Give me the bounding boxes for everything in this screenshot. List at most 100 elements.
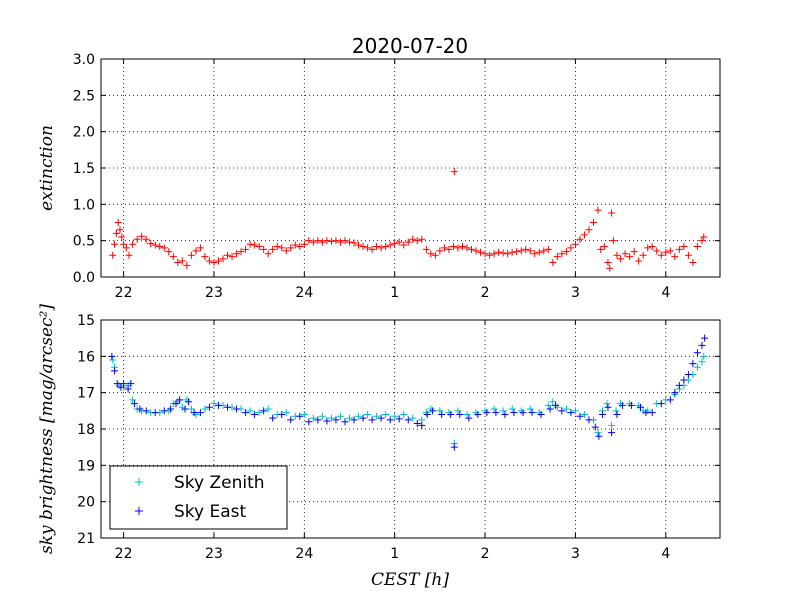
data-point xyxy=(214,401,222,409)
x-tick-label: 22 xyxy=(115,546,133,562)
data-point xyxy=(116,226,124,234)
data-point xyxy=(233,250,241,258)
data-point xyxy=(187,405,195,413)
data-point xyxy=(684,371,692,378)
data-point xyxy=(594,429,602,437)
data-point xyxy=(336,412,344,420)
data-point xyxy=(429,407,437,415)
data-point xyxy=(626,400,634,408)
data-point xyxy=(450,168,458,176)
data-point xyxy=(386,241,394,249)
data-point xyxy=(282,247,290,255)
data-point xyxy=(454,407,462,415)
x-tick-label: 3 xyxy=(571,546,580,562)
data-point xyxy=(400,410,408,418)
data-point xyxy=(305,418,313,426)
data-point xyxy=(510,409,518,417)
data-point xyxy=(436,247,444,255)
data-point xyxy=(181,405,189,413)
data-point xyxy=(693,349,701,357)
data-point xyxy=(591,423,599,431)
data-point xyxy=(499,407,507,415)
data-point xyxy=(422,245,430,253)
data-point xyxy=(463,410,471,418)
data-point xyxy=(233,405,241,413)
data-point xyxy=(438,410,446,418)
data-point xyxy=(418,421,426,429)
data-point xyxy=(151,241,159,249)
data-point xyxy=(400,241,408,249)
data-point xyxy=(409,235,417,243)
x-tick-label: 1 xyxy=(390,285,399,301)
sky-brightness-ylabel: sky brightness [mag/arcsec²] xyxy=(37,304,57,554)
data-point xyxy=(618,401,626,409)
data-point xyxy=(571,240,579,248)
data-point xyxy=(346,238,354,246)
data-point xyxy=(700,352,708,360)
data-point xyxy=(617,400,625,408)
data-point xyxy=(549,258,557,266)
data-point xyxy=(474,410,482,418)
data-point xyxy=(120,240,128,248)
data-point xyxy=(449,242,457,250)
data-point xyxy=(519,409,527,417)
data-point xyxy=(309,238,317,246)
legend-entry-sky-east: Sky East xyxy=(135,502,247,522)
y-tick-label: 2.5 xyxy=(73,88,95,104)
x-tick-label: 4 xyxy=(661,285,670,301)
data-point xyxy=(609,237,617,245)
y-tick-label: 19 xyxy=(77,458,95,474)
data-point xyxy=(447,410,455,418)
data-point xyxy=(196,409,204,417)
data-point xyxy=(595,432,603,440)
data-point xyxy=(617,255,625,263)
data-point xyxy=(300,410,308,418)
data-point xyxy=(606,264,614,272)
data-point xyxy=(671,253,679,261)
data-point xyxy=(327,414,335,422)
data-point xyxy=(576,235,584,243)
data-point xyxy=(689,360,697,368)
data-point xyxy=(278,410,286,418)
data-point xyxy=(537,410,545,418)
data-point xyxy=(395,238,403,246)
data-point xyxy=(450,443,458,451)
data-point xyxy=(467,245,475,253)
data-point xyxy=(242,409,250,417)
data-point xyxy=(114,219,122,226)
data-point xyxy=(608,421,616,429)
x-tick-label: 23 xyxy=(205,285,223,301)
data-point xyxy=(698,358,706,366)
data-point xyxy=(558,407,566,415)
legend-box xyxy=(109,465,288,530)
data-point xyxy=(445,409,453,417)
data-point xyxy=(391,240,399,248)
data-point xyxy=(341,418,349,426)
data-point xyxy=(395,415,403,423)
data-point xyxy=(291,241,299,249)
legend-marker-sky-east xyxy=(135,507,143,515)
data-point xyxy=(382,242,390,250)
data-point xyxy=(300,240,308,248)
data-point xyxy=(657,400,665,408)
data-point xyxy=(260,245,268,253)
data-point xyxy=(323,237,331,245)
data-point xyxy=(526,405,534,413)
data-point xyxy=(176,396,184,404)
data-point xyxy=(562,405,570,413)
data-point xyxy=(653,247,661,255)
data-point xyxy=(589,219,597,226)
data-point xyxy=(499,249,507,257)
data-point xyxy=(635,257,643,265)
data-point xyxy=(142,407,150,415)
data-point xyxy=(585,226,593,234)
data-point xyxy=(644,244,652,252)
data-point xyxy=(118,233,126,241)
data-point xyxy=(350,239,358,247)
data-point xyxy=(219,255,227,263)
data-point xyxy=(109,251,117,259)
data-point xyxy=(160,407,168,415)
data-point xyxy=(700,233,708,241)
legend: Sky Zenith Sky East xyxy=(109,465,288,530)
